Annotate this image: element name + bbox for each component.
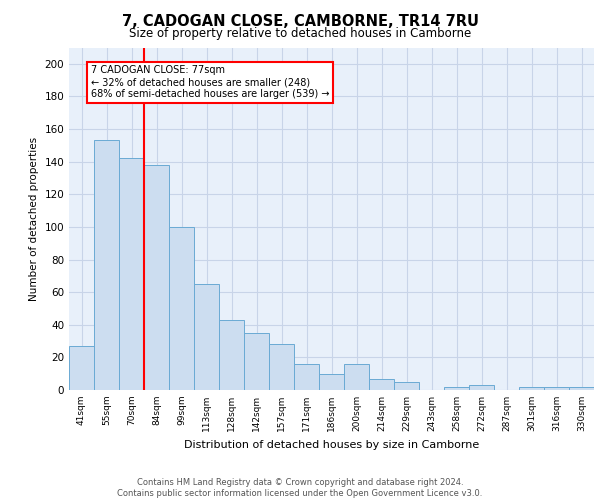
Bar	[444, 386, 469, 390]
Bar	[219, 320, 244, 390]
Bar	[244, 333, 269, 390]
Bar	[394, 382, 419, 390]
Bar	[94, 140, 119, 390]
Bar	[194, 284, 219, 390]
Y-axis label: Number of detached properties: Number of detached properties	[29, 136, 39, 301]
Bar	[544, 386, 569, 390]
Bar	[469, 385, 494, 390]
Bar	[319, 374, 344, 390]
Text: 7, CADOGAN CLOSE, CAMBORNE, TR14 7RU: 7, CADOGAN CLOSE, CAMBORNE, TR14 7RU	[121, 14, 479, 29]
Bar	[294, 364, 319, 390]
X-axis label: Distribution of detached houses by size in Camborne: Distribution of detached houses by size …	[184, 440, 479, 450]
Text: Size of property relative to detached houses in Camborne: Size of property relative to detached ho…	[129, 28, 471, 40]
Bar	[519, 386, 544, 390]
Bar	[344, 364, 369, 390]
Text: Contains HM Land Registry data © Crown copyright and database right 2024.
Contai: Contains HM Land Registry data © Crown c…	[118, 478, 482, 498]
Text: 7 CADOGAN CLOSE: 77sqm
← 32% of detached houses are smaller (248)
68% of semi-de: 7 CADOGAN CLOSE: 77sqm ← 32% of detached…	[91, 66, 329, 98]
Bar	[569, 386, 594, 390]
Bar	[69, 346, 94, 390]
Bar	[269, 344, 294, 390]
Bar	[369, 378, 394, 390]
Bar	[169, 227, 194, 390]
Bar	[119, 158, 144, 390]
Bar	[144, 165, 169, 390]
